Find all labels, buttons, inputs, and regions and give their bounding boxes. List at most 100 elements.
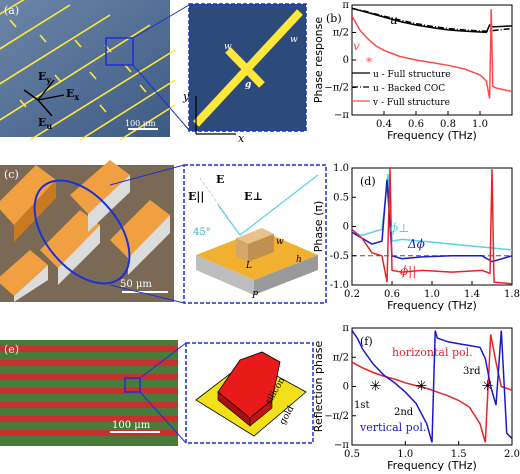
resonator-top [236,228,274,244]
panel-a-image: (a) Ey Ex Eu 100 μm [0,0,176,141]
e-y-label: Ey [38,70,51,85]
y-tick-label: -0.5 [330,251,349,262]
chart-f-vertical-label: vertical pol. [359,421,426,434]
svg-text:P: P [251,291,259,301]
y-tick-label: -1.0 [330,280,349,291]
x-tick-label: 0.5 [344,449,360,460]
x-tick-label: 1.8 [504,289,520,300]
svg-text:45°: 45° [193,227,211,238]
zoom-region-a [105,37,134,66]
x-tick-label: 1.0 [424,289,440,300]
e-x-label: Ex [66,87,79,102]
y-axis-label: Phase (π) [312,201,325,253]
legend-b-1: u - Backed COC [373,84,445,94]
plot-frame [351,167,513,286]
series-line-1 [352,330,512,443]
svg-text:w: w [276,237,284,247]
legend-b-2: v - Full structure [372,98,450,108]
svg-text:g: g [245,80,251,90]
x-axis-label: Frequency (THz) [387,129,477,142]
chart-f-panel-label: (f) [360,335,373,348]
chart-f: 0.5 1.0 1.5 2.0 π π/2 0 −π/2 −π Frequency (THz) Re… [312,323,520,472]
series-line-1 [352,7,512,33]
panel-e-image: (e) 100 μm [0,340,178,446]
legend-b-0: u - Full structure [373,70,451,80]
series-line-2 [352,168,512,285]
svg-text:h: h [296,255,302,265]
chart-f-annot-3rd: 3rd [463,366,481,377]
svg-text:w: w [224,42,232,52]
gold-line-array [0,0,176,141]
chart-d-delta: Δϕ [407,237,425,251]
panel-a-zoom: w w g y x [182,3,307,145]
chart-d: 0.2 0.6 1.0 1.4 1.8 1.0 0.5 0 -0.5 -1.0 Frequency … [312,163,520,312]
svg-text:y: y [182,90,190,103]
chart-d-phi-par: ϕ|| [400,264,416,278]
y-tick-label: 0 [343,382,349,393]
y-axis-label: Reflection phase [312,341,325,433]
field-vectors [23,79,65,117]
x-tick-label: 0.6 [384,289,400,300]
y-tick-label: 0 [343,55,349,66]
scalebar-e-label: 100 μm [112,420,151,431]
series-line-0 [352,334,512,443]
x-tick-label: 0.6 [408,119,424,130]
series-line-2 [352,9,512,99]
panel-a-label: (a) [4,4,19,17]
y-tick-label: π [342,0,349,11]
x-tick-label: 0.8 [440,119,456,130]
scalebar-a-label: 100 μm [125,119,156,128]
panel-c-label: (c) [4,168,19,181]
silicon-stripes [0,346,178,436]
y-axis-label: Phase response [312,17,325,104]
y-tick-label: −π/2 [324,83,349,94]
chart-b-legend: u - Full structure u - Backed COC v - Fu… [352,70,451,108]
chart-b-annot-v: v [353,39,360,53]
series-line-0 [352,7,512,34]
y-tick-label: 0.5 [333,192,349,203]
x-tick-label: 1.5 [451,449,467,460]
x-tick-label: 2.0 [504,449,520,460]
chart-d-phi-perp: ϕ⊥ [390,221,409,235]
panel-c-image: (c) 50 μm [0,160,174,302]
series-line-0 [352,173,512,251]
panel-e-zoom: silicon gold [185,342,314,444]
chart-b-annot-u: u [390,13,398,27]
x-tick-label: 1.0 [397,449,413,460]
chart-b-panel-label: (b) [326,12,342,25]
y-tick-label: 0 [343,222,349,233]
chart-b: 0.4 0.6 0.8 1.0 π π/2 0 −π/2 −π Frequency (THz) Ph… [312,0,513,142]
svg-text:L: L [245,261,252,271]
svg-text:E||: E|| [188,190,204,203]
x-axis-label: Frequency (THz) [387,459,477,472]
y-tick-label: −π [334,440,349,451]
y-tick-label: π [342,323,349,334]
x-tick-label: 1.0 [472,119,488,130]
e-u-label: Eu [38,116,52,131]
svg-text:E: E [216,173,224,186]
x-tick-label: 0.2 [344,289,360,300]
scalebar-c-label: 50 μm [120,279,152,290]
series-line-1 [352,179,512,263]
crossing-marker: ✳ [482,379,494,395]
chart-f-annot-2nd: 2nd [394,407,414,418]
x-tick-label: 0.4 [376,119,392,130]
chart-f-annot-1st: 1st [354,400,370,411]
chart-f-horizontal-label: horizontal pol. [392,346,473,359]
x-tick-label: 1.4 [464,289,480,300]
y-tick-label: 1.0 [333,163,349,174]
svg-text:E⊥: E⊥ [244,190,263,203]
chart-d-panel-label: (d) [360,175,376,188]
svg-text:x: x [238,132,245,145]
y-tick-label: π/2 [333,28,349,39]
y-tick-label: −π [334,110,349,121]
panel-c-zoom: E E|| E⊥ 45° w h L P [183,164,327,304]
panel-e-label: (e) [4,343,19,356]
x-axis-label: Frequency (THz) [387,299,477,312]
cross-bar [225,47,265,88]
axes-xy-icon [195,96,236,135]
zoom-region-c [33,179,131,285]
svg-text:w: w [290,35,298,45]
incident-ray [217,204,241,236]
